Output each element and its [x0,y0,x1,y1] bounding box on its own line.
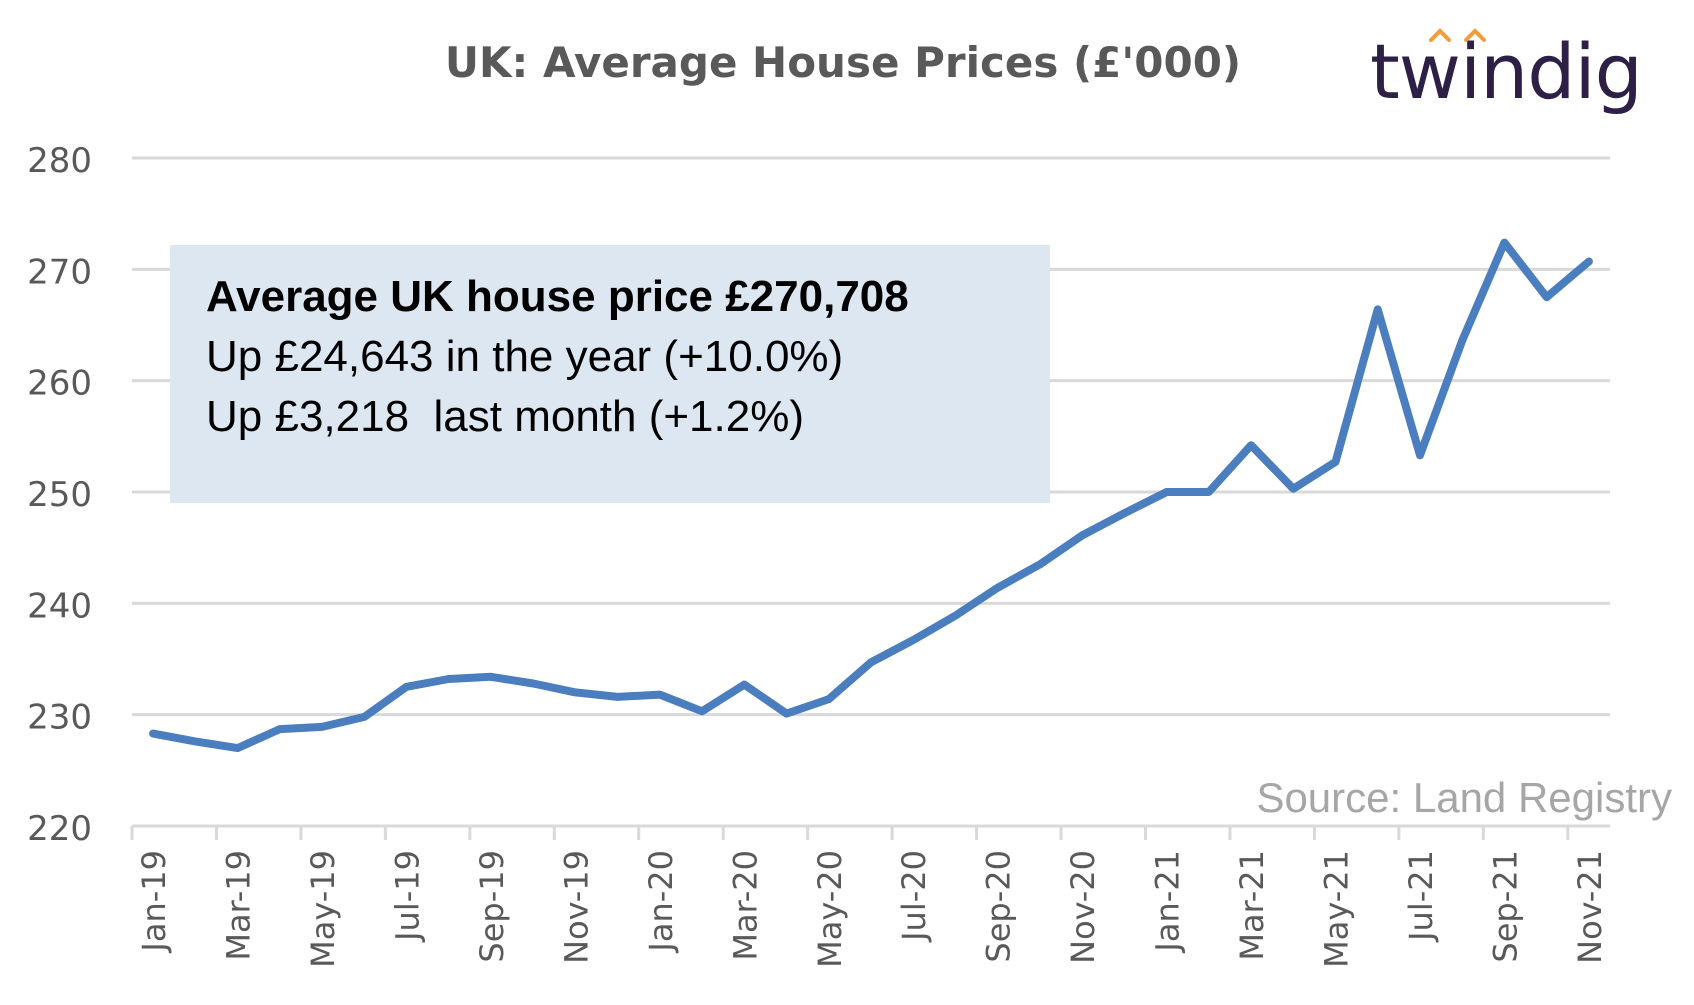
annotation-year-change: Up £24,643 in the year (+10.0%) [206,332,844,381]
data-point [574,691,576,693]
y-tick-label: 280 [27,141,92,181]
data-point [1081,534,1083,536]
data-point [152,733,154,735]
y-tick-label: 260 [27,364,92,404]
data-point [1292,488,1294,490]
data-point [1039,563,1041,565]
y-tick-label: 240 [27,586,92,626]
annotation-month-change: Up £3,218 last month (+1.2%) [206,392,804,441]
x-tick-label: Sep-20 [980,850,1018,963]
x-tick-label: Jul-19 [388,850,426,943]
x-tick-label: Sep-19 [473,850,511,963]
data-point [617,696,619,698]
data-point [1461,340,1463,342]
x-tick-label: Jan-19 [135,850,173,954]
data-point [1335,461,1337,463]
data-point [279,728,281,730]
data-point [237,747,239,749]
x-axis [130,824,1610,840]
x-tick-label: Jan-21 [1149,850,1187,954]
data-point [743,684,745,686]
data-point [1377,308,1379,310]
y-tick-label: 230 [27,698,92,738]
x-tick-label: Jan-20 [642,850,680,954]
series-lines [149,238,1593,753]
x-tick-label: Mar-21 [1233,850,1271,961]
data-point [1588,261,1590,263]
data-point [954,615,956,617]
annotation-headline: Average UK house price £270,708 [206,272,909,321]
data-point [786,713,788,715]
data-point [828,698,830,700]
data-point [1123,512,1125,514]
data-point [490,676,492,678]
x-tick-label: Mar-20 [726,850,764,961]
data-point [448,678,450,680]
y-tick-label: 250 [27,475,92,515]
y-tick-label: 270 [27,252,92,292]
x-tick-label: Nov-20 [1064,850,1102,964]
data-point [701,710,703,712]
logo-accent-icon [1429,28,1486,42]
data-point [659,694,661,696]
data-point [997,587,999,589]
data-point [1166,491,1168,493]
data-point [1250,444,1252,446]
x-tick-label: Nov-21 [1571,850,1609,964]
x-tick-label: Sep-21 [1486,850,1524,963]
data-point [405,686,407,688]
y-tick-label: 220 [27,809,92,849]
x-tick-label: Mar-19 [220,850,258,961]
twindig-logo: twindig [1370,28,1643,110]
x-tick-label: Jul-21 [1402,850,1440,943]
logo-text: twindig [1370,27,1643,116]
data-point [1546,296,1548,298]
data-point [1208,491,1210,493]
annotation-box: Average UK house price £270,708 Up £24,6… [170,245,1050,503]
x-tick-label: Nov-19 [557,850,595,964]
data-point [194,740,196,742]
x-tick-label: Jul-20 [895,850,933,943]
data-point [912,639,914,641]
data-point [870,661,872,663]
x-axis-tick-labels: Jan-19 Mar-19 May-19 Jul-19 Sep-19 Nov-19 Jan-… [135,850,1609,968]
data-point [363,716,365,718]
x-tick-label: May-19 [304,850,342,968]
data-point [1419,454,1421,456]
data-point [1503,242,1505,244]
data-point [532,682,534,684]
x-tick-label: May-20 [811,850,849,968]
x-tick-label: May-21 [1318,850,1356,968]
source-note: Source: Land Registry [1256,774,1672,821]
data-point [321,726,323,728]
chart-title: UK: Average House Prices (£'000) [444,38,1242,87]
y-axis-tick-labels: 220 230 240 250 260 270 280 [27,141,92,849]
